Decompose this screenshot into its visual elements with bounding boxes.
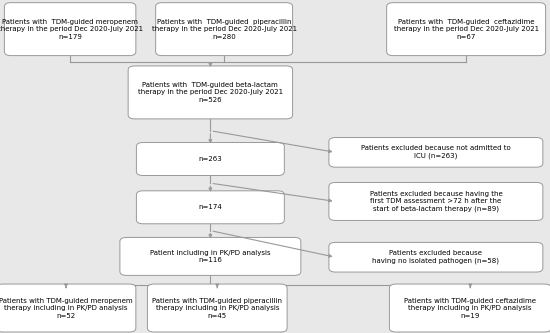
Text: n=263: n=263	[199, 156, 222, 162]
FancyBboxPatch shape	[389, 284, 550, 332]
FancyBboxPatch shape	[128, 66, 293, 119]
FancyBboxPatch shape	[329, 242, 543, 272]
FancyBboxPatch shape	[329, 138, 543, 167]
Text: Patients with TDM-guided ceftazidime
therapy including in PK/PD analysis
n=19: Patients with TDM-guided ceftazidime the…	[404, 297, 536, 319]
Text: Patients with  TDM-guided  ceftazidime
therapy in the period Dec 2020-July 2021
: Patients with TDM-guided ceftazidime the…	[394, 19, 538, 40]
Text: Patients with  TDM-guided beta-lactam
therapy in the period Dec 2020-July 2021
n: Patients with TDM-guided beta-lactam the…	[138, 82, 283, 103]
FancyBboxPatch shape	[120, 237, 301, 275]
Text: Patients with  TDM-guided meropenem
therapy in the period Dec 2020-July 2021
n=1: Patients with TDM-guided meropenem thera…	[0, 19, 142, 40]
FancyBboxPatch shape	[147, 284, 287, 332]
FancyBboxPatch shape	[387, 3, 546, 56]
Text: Patients with  TDM-guided  piperacillin
therapy in the period Dec 2020-July 2021: Patients with TDM-guided piperacillin th…	[152, 19, 296, 40]
Text: Patients excluded because
having no isolated pathogen (n=58): Patients excluded because having no isol…	[372, 250, 499, 264]
FancyBboxPatch shape	[0, 284, 136, 332]
FancyBboxPatch shape	[156, 3, 293, 56]
Text: Patient including in PK/PD analysis
n=116: Patient including in PK/PD analysis n=11…	[150, 250, 271, 263]
FancyBboxPatch shape	[4, 3, 136, 56]
FancyBboxPatch shape	[329, 182, 543, 220]
Text: Patients excluded because not admitted to
ICU (n=263): Patients excluded because not admitted t…	[361, 145, 511, 160]
Text: n=174: n=174	[199, 204, 222, 210]
FancyBboxPatch shape	[136, 191, 284, 224]
Text: Patients with TDM-guided piperacillin
therapy including in PK/PD analysis
n=45: Patients with TDM-guided piperacillin th…	[152, 297, 282, 319]
Text: Patients with TDM-guided meropenem
therapy including in PK/PD analysis
n=52: Patients with TDM-guided meropenem thera…	[0, 297, 133, 319]
FancyBboxPatch shape	[136, 143, 284, 175]
Text: Patients excluded because having the
first TDM assessment >72 h after the
start : Patients excluded because having the fir…	[370, 191, 502, 212]
